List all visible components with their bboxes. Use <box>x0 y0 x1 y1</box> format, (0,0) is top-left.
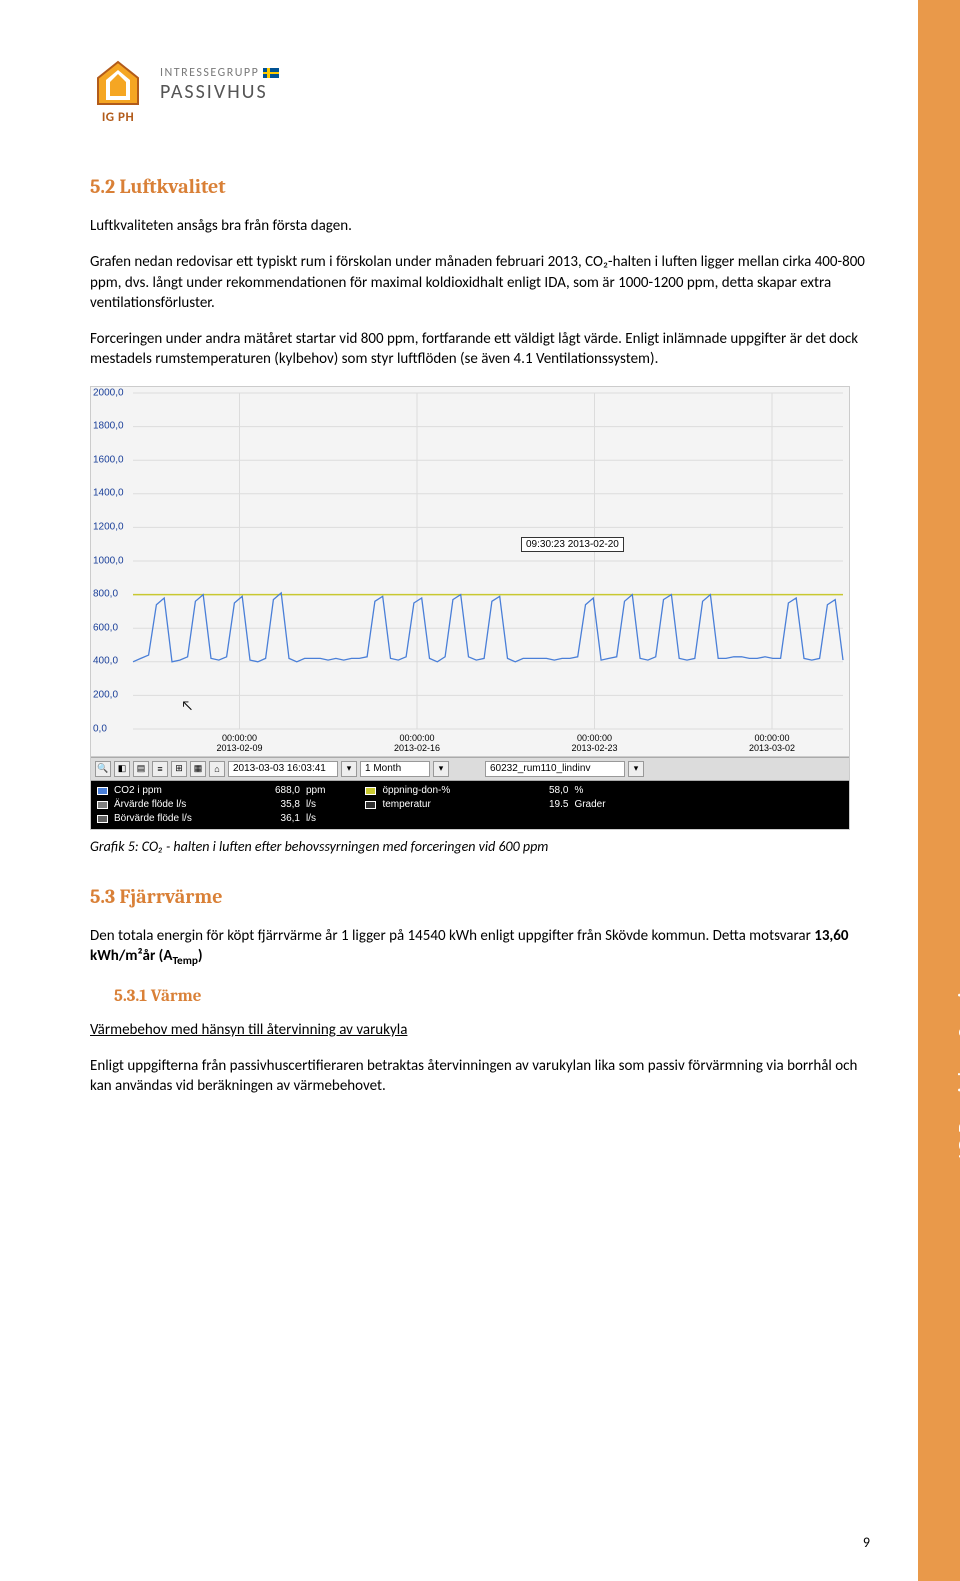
legend-row: temperatur 19.5 Grader <box>365 798 605 812</box>
heading-5-3-1: 5.3.1 Värme <box>114 987 870 1006</box>
legend-name: temperatur <box>382 799 492 810</box>
heading-5-2: 5.2 Luftkvalitet <box>90 175 870 198</box>
legend-row: öppning-don-% 58,0% <box>365 784 605 798</box>
p-5-3-1sub: Temp <box>172 954 197 968</box>
legend-row: Ärvärde flöde l/s 35,8 l/s <box>97 798 325 812</box>
legend-swatch <box>97 815 108 823</box>
legend-unit: l/s <box>306 813 316 824</box>
chart-legend: CO2 i ppm 688,0 ppm Ärvärde flöde l/s 35,8 l/… <box>91 781 849 829</box>
y-tick-label: 200,0 <box>93 689 118 700</box>
logo-block: IG PH INTRESSEGRUPP PASSIVHUS <box>90 60 870 125</box>
legend-unit: l/s <box>306 799 316 810</box>
p-5-2-2: Grafen nedan redovisar ett typiskt rum i… <box>90 252 870 313</box>
p-5-3-1a: Den totala energin för köpt fjärrvärme å… <box>90 927 814 945</box>
legend-swatch <box>365 801 376 809</box>
chart-plot-area: 09:30:23 2013-02-20 ↖ 0,0 200,0 400,0 600,0… <box>91 387 849 757</box>
logo-line2: PASSIVHUS <box>160 80 279 104</box>
y-tick-label: 1000,0 <box>93 555 124 566</box>
y-tick-label: 400,0 <box>93 656 118 667</box>
p-5-3-1: Den totala energin för köpt fjärrvärme å… <box>90 926 870 969</box>
x-tick-label: 00:00:002013-03-02 <box>749 734 795 754</box>
p-5-2-1: Luftkvaliteten ansågs bra från första da… <box>90 216 870 236</box>
y-tick-label: 1400,0 <box>93 488 124 499</box>
legend-name: CO2 i ppm <box>114 785 224 796</box>
legend-row: Börvärde flöde l/s 36,1 l/s <box>97 812 325 826</box>
legend-value: 58,0 <box>498 785 568 796</box>
legend-name: Ärvärde flöde l/s <box>114 799 224 810</box>
page-number: 9 <box>863 1534 870 1551</box>
tb-object[interactable]: 60232_rum110_lindinv <box>485 761 625 777</box>
tb-dropdown-icon[interactable]: ▾ <box>433 761 449 777</box>
legend-name: öppning-don-% <box>382 785 492 796</box>
logo-line1: INTRESSEGRUPP <box>160 66 279 80</box>
x-tick-label: 00:00:002013-02-23 <box>571 734 617 754</box>
legend-value: 19.5 <box>498 799 568 810</box>
p-5-3-1c: ) <box>198 947 203 965</box>
u-5-3-1: Värmebehov med hänsyn till återvinning a… <box>90 1020 870 1040</box>
tb-btn[interactable]: ⊞ <box>171 761 187 777</box>
y-tick-label: 1600,0 <box>93 454 124 465</box>
chart-tooltip: 09:30:23 2013-02-20 <box>521 537 624 552</box>
y-tick-label: 600,0 <box>93 622 118 633</box>
tb-btn[interactable]: ⌂ <box>209 761 225 777</box>
p-5-2-3: Forceringen under andra mätåret startar … <box>90 329 870 370</box>
chart-caption: Grafik 5: CO₂ - halten i luften efter be… <box>90 838 870 855</box>
cursor-icon: ↖ <box>181 697 193 714</box>
legend-swatch <box>365 787 376 795</box>
sweden-flag-icon <box>263 68 279 78</box>
y-tick-label: 2000,0 <box>93 387 124 398</box>
p-5-3-1-1: Enligt uppgifterna från passivhuscertifi… <box>90 1056 870 1097</box>
house-icon <box>94 60 142 108</box>
legend-value: 36,1 <box>230 813 300 824</box>
logo-line1-text: INTRESSEGRUPP <box>160 66 259 80</box>
tb-datetime[interactable]: 2013-03-03 16:03:41 <box>228 761 338 777</box>
tb-zoom-icon[interactable]: 🔍 <box>95 761 111 777</box>
heading-5-3: 5.3 Fjärrvärme <box>90 885 870 908</box>
chart-toolbar: 🔍 ◧ ▤ ≡ ⊞ ▦ ⌂ 2013-03-03 16:03:41 ▾ 1 Mo… <box>91 757 849 781</box>
x-tick-label: 00:00:002013-02-16 <box>394 734 440 754</box>
legend-unit: ppm <box>306 785 325 796</box>
tb-btn[interactable]: ▦ <box>190 761 206 777</box>
legend-name: Börvärde flöde l/s <box>114 813 224 824</box>
legend-row: CO2 i ppm 688,0 ppm <box>97 784 325 798</box>
tb-btn[interactable]: ◧ <box>114 761 130 777</box>
tb-btn[interactable]: ▤ <box>133 761 149 777</box>
x-tick-label: 00:00:002013-02-09 <box>216 734 262 754</box>
y-tick-label: 1200,0 <box>93 521 124 532</box>
legend-value: 35,8 <box>230 799 300 810</box>
tb-btn[interactable]: ≡ <box>152 761 168 777</box>
tb-dropdown-icon[interactable]: ▾ <box>628 761 644 777</box>
y-tick-label: 0,0 <box>93 723 107 734</box>
y-tick-label: 1800,0 <box>93 421 124 432</box>
legend-value: 688,0 <box>230 785 300 796</box>
legend-swatch <box>97 787 108 795</box>
legend-unit: Grader <box>574 799 605 810</box>
legend-swatch <box>97 801 108 809</box>
co2-chart: 09:30:23 2013-02-20 ↖ 0,0 200,0 400,0 600,0… <box>90 386 850 830</box>
tb-range[interactable]: 1 Month <box>360 761 430 777</box>
legend-unit: % <box>574 785 583 796</box>
logo-igph-text: IG PH <box>102 110 134 125</box>
logo-text: INTRESSEGRUPP PASSIVHUS <box>160 60 279 104</box>
logo-mark: IG PH <box>90 60 146 125</box>
y-tick-label: 800,0 <box>93 589 118 600</box>
tb-dropdown-icon[interactable]: ▾ <box>341 761 357 777</box>
